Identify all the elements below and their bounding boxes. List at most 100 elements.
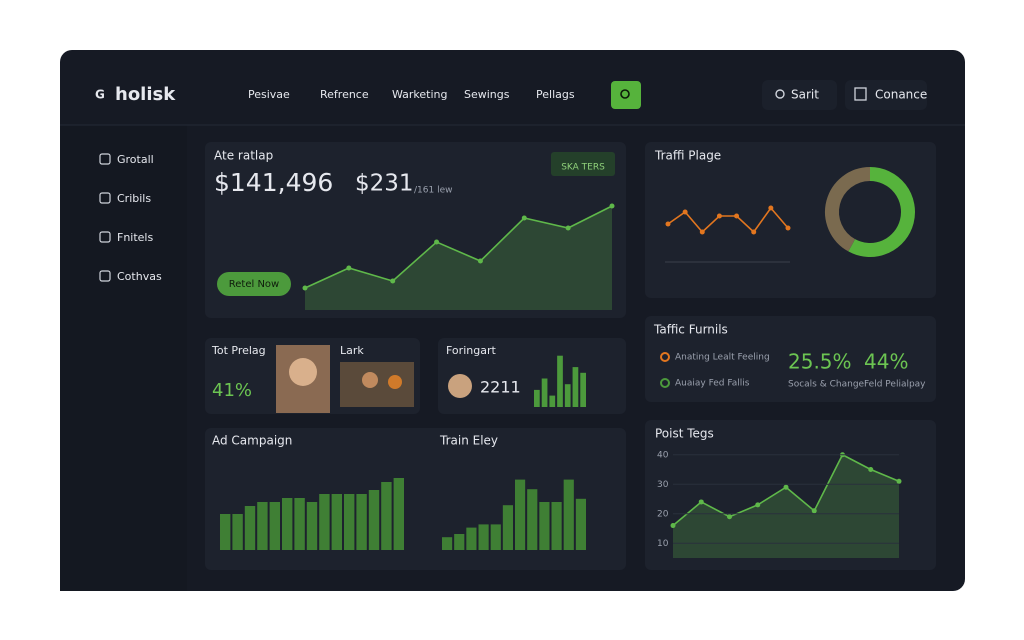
bar xyxy=(549,395,556,407)
stat-label: Socals & Change xyxy=(788,380,865,390)
point xyxy=(755,502,761,508)
button-text: Retel Now xyxy=(229,279,279,290)
bar xyxy=(368,490,380,550)
point xyxy=(716,213,722,219)
photo-face xyxy=(289,358,317,386)
point xyxy=(785,225,791,231)
panel xyxy=(645,316,936,402)
contact-icon xyxy=(854,87,867,101)
stat-value: 25.5% xyxy=(788,350,852,374)
bar xyxy=(466,527,477,550)
panel-title: Ate ratlap xyxy=(214,149,273,163)
bar xyxy=(294,498,305,550)
point xyxy=(868,467,874,472)
legend-label: Auaiay Fed Fallis xyxy=(675,379,750,389)
panel xyxy=(645,420,936,570)
search-box[interactable] xyxy=(762,80,837,110)
point xyxy=(783,484,789,490)
bar xyxy=(269,502,280,550)
bar xyxy=(515,479,526,550)
photo xyxy=(340,362,414,407)
point xyxy=(896,478,902,484)
point xyxy=(727,514,732,520)
point xyxy=(811,508,817,514)
search-text: Sarit xyxy=(791,88,819,102)
bar xyxy=(534,389,540,407)
point xyxy=(670,523,676,529)
panel-title: Taffic Furnils xyxy=(653,323,728,337)
y-tick-label: 10 xyxy=(657,539,669,549)
bar xyxy=(393,478,404,550)
bar xyxy=(563,479,574,550)
y-tick-label: 40 xyxy=(657,450,669,460)
point xyxy=(751,229,757,235)
panel-title: Train Eley xyxy=(439,434,498,448)
kpi: $231 xyxy=(355,171,414,197)
y-tick-label: 30 xyxy=(657,480,669,490)
panel xyxy=(438,338,626,414)
point xyxy=(609,203,615,209)
search-icon xyxy=(620,89,630,99)
donut-segment xyxy=(825,167,871,252)
search-button[interactable] xyxy=(611,81,641,109)
y-tick-label: 20 xyxy=(657,509,669,519)
panel-title: Traffi Plage xyxy=(654,149,721,163)
point xyxy=(477,258,483,264)
sidebar-item: Cothvas xyxy=(117,270,162,283)
bar xyxy=(442,537,453,550)
avatar xyxy=(448,374,472,398)
bar xyxy=(257,502,268,550)
bar xyxy=(454,534,465,550)
point xyxy=(665,221,671,227)
panel-title: Tot Prelag xyxy=(211,344,266,357)
legend-dot xyxy=(660,378,670,388)
point xyxy=(521,215,527,221)
bar xyxy=(580,372,586,407)
bar xyxy=(539,502,550,550)
badge-text: SKA TERS xyxy=(561,163,605,173)
sidebar xyxy=(60,125,187,591)
nav-item[interactable]: Sewings xyxy=(464,88,510,101)
area xyxy=(673,454,899,558)
sidebar-item: Cribils xyxy=(117,192,151,205)
point xyxy=(565,225,571,231)
stat-value: 44% xyxy=(864,350,908,374)
bar xyxy=(244,506,256,550)
sidebar-icon xyxy=(99,153,111,165)
nav-item[interactable]: Refrence xyxy=(320,88,369,101)
bar xyxy=(356,494,367,550)
bar xyxy=(541,378,548,407)
sidebar-icon xyxy=(99,192,111,204)
point xyxy=(390,278,396,284)
legend-dot xyxy=(660,352,670,362)
point xyxy=(682,209,688,215)
photo-face xyxy=(388,375,402,389)
point xyxy=(346,265,352,271)
nav-item[interactable]: Pesivae xyxy=(248,88,290,101)
contact-text: Conance xyxy=(875,88,927,102)
sidebar-item: Grotall xyxy=(117,153,154,166)
bar xyxy=(319,494,330,550)
bar xyxy=(572,367,579,407)
button[interactable] xyxy=(217,272,291,296)
nav-item[interactable]: Pellags xyxy=(536,88,575,101)
sidebar-icon xyxy=(99,231,111,243)
bar xyxy=(331,494,342,550)
bar xyxy=(232,514,243,550)
photo-face xyxy=(362,372,378,388)
area xyxy=(305,206,612,310)
panel xyxy=(205,428,626,570)
nav-item[interactable]: Warketing xyxy=(392,88,448,101)
panel-title: Lark xyxy=(340,344,364,357)
search-glyph xyxy=(775,89,785,99)
bar xyxy=(551,502,562,550)
panel-title: Foringart xyxy=(446,344,496,357)
panel-title: Ad Campaign xyxy=(212,434,292,448)
point xyxy=(302,285,308,291)
line xyxy=(304,205,613,289)
bar xyxy=(478,524,489,550)
donut-segment xyxy=(848,167,915,257)
badge xyxy=(551,152,615,176)
kpi: 41% xyxy=(212,380,252,401)
